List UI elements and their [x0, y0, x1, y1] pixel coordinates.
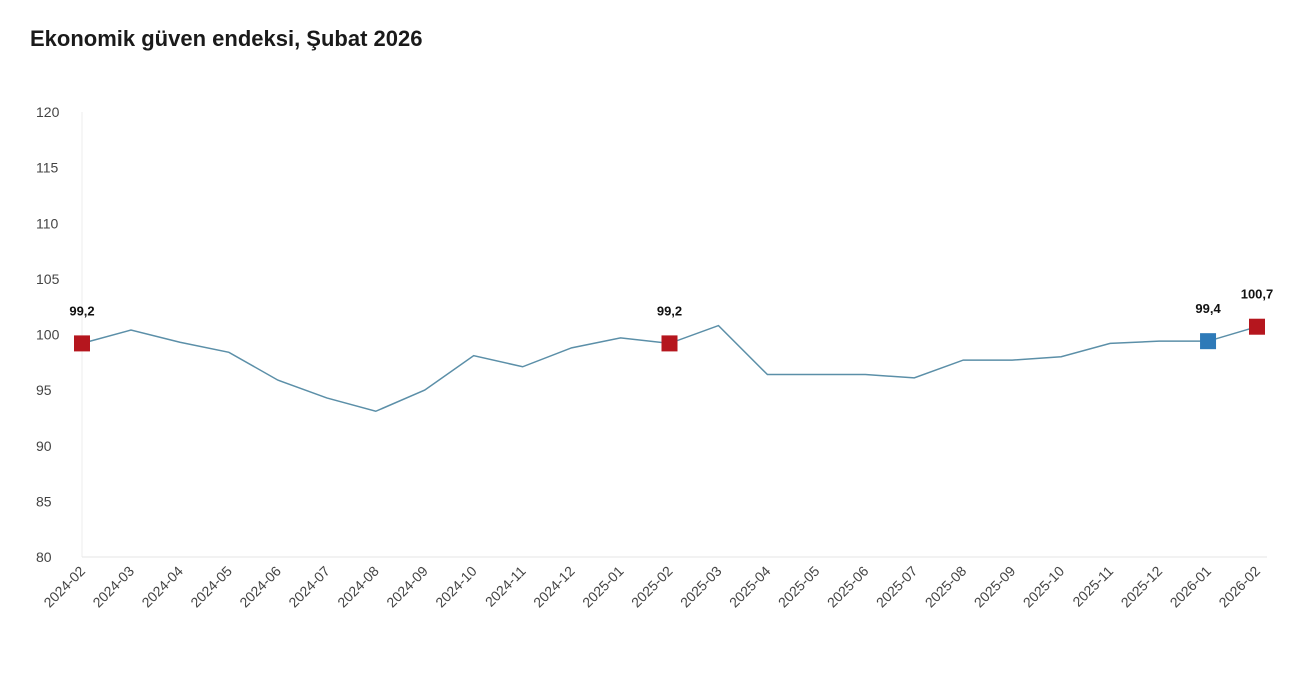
highlight-marker	[1249, 318, 1265, 335]
highlight-marker	[1200, 333, 1217, 350]
chart-title: Ekonomik güven endeksi, Şubat 2026	[30, 26, 423, 51]
x-tick-label: 2024-07	[285, 563, 333, 611]
y-tick-label: 95	[36, 382, 52, 398]
data-label: 99,2	[69, 303, 94, 318]
x-tick-label: 2025-03	[677, 563, 725, 611]
x-tick-label: 2025-01	[579, 563, 627, 611]
x-tick-label: 2026-02	[1215, 563, 1263, 611]
x-tick-label: 2025-08	[922, 563, 970, 611]
x-tick-label: 2025-11	[1069, 563, 1116, 610]
y-tick-label: 105	[36, 271, 60, 287]
data-label: 100,7	[1241, 287, 1274, 302]
x-tick-label: 2024-03	[89, 563, 137, 611]
x-tick-label: 2025-02	[628, 563, 676, 611]
y-tick-label: 85	[36, 493, 52, 509]
x-tick-label: 2024-02	[40, 563, 88, 611]
x-tick-label: 2024-11	[482, 563, 529, 610]
y-tick-label: 90	[36, 438, 52, 454]
x-tick-label: 2025-10	[1020, 563, 1068, 611]
x-tick-label: 2025-07	[873, 563, 921, 611]
x-tick-label: 2024-05	[187, 563, 235, 611]
y-tick-label: 115	[36, 160, 59, 176]
x-tick-label: 2024-10	[432, 563, 480, 611]
x-tick-label: 2025-04	[726, 563, 774, 611]
highlight-marker	[74, 335, 90, 352]
x-tick-label: 2024-08	[334, 563, 382, 611]
data-label: 99,4	[1195, 301, 1221, 316]
x-tick-label: 2025-09	[971, 563, 1019, 611]
y-tick-label: 110	[36, 215, 59, 231]
x-tick-label: 2025-12	[1118, 563, 1166, 611]
y-tick-label: 100	[36, 327, 60, 343]
x-tick-label: 2024-04	[138, 563, 186, 611]
x-tick-label: 2024-09	[383, 563, 431, 611]
data-label: 99,2	[657, 303, 682, 318]
x-tick-label: 2026-01	[1167, 563, 1215, 611]
y-tick-label: 120	[36, 104, 60, 120]
highlight-marker	[661, 335, 678, 352]
x-tick-label: 2025-06	[824, 563, 872, 611]
x-tick-label: 2025-05	[775, 563, 823, 611]
y-tick-label: 80	[36, 549, 52, 565]
x-tick-label: 2024-12	[530, 563, 578, 611]
x-tick-label: 2024-06	[236, 563, 284, 611]
